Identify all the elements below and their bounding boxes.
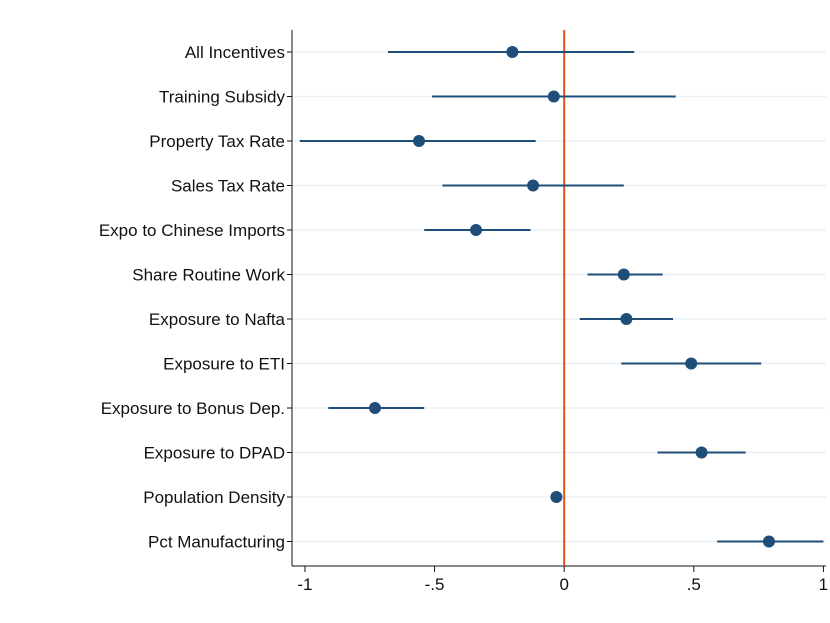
- point-estimate: [506, 46, 519, 58]
- category-label: Property Tax Rate: [149, 132, 285, 151]
- point-estimate: [695, 446, 708, 459]
- point-layer: [368, 46, 775, 548]
- category-label: Exposure to DPAD: [144, 444, 285, 463]
- x-tick-label: 0: [559, 575, 568, 594]
- point-estimate: [620, 313, 633, 325]
- point-estimate: [368, 402, 381, 414]
- point-estimate: [762, 535, 775, 548]
- point-estimate: [470, 224, 483, 236]
- x-tick-label: -1: [297, 575, 312, 594]
- category-label: Pct Manufacturing: [148, 533, 285, 552]
- point-estimate: [685, 357, 698, 370]
- x-tick-layer: -1 -.5 0 .5 1: [297, 566, 828, 594]
- category-label: Share Routine Work: [132, 266, 285, 285]
- point-estimate: [617, 268, 630, 281]
- x-tick-label: 1: [819, 575, 828, 594]
- category-label-layer: All Incentives Training Subsidy Property T…: [99, 43, 286, 552]
- point-estimate: [550, 491, 563, 503]
- category-label: Exposure to ETI: [163, 355, 285, 374]
- x-tick-label: .5: [687, 575, 701, 594]
- category-label: Exposure to Nafta: [149, 310, 286, 329]
- axis-layer: [287, 30, 826, 567]
- category-label: Exposure to Bonus Dep.: [101, 399, 285, 418]
- category-label: All Incentives: [185, 43, 285, 62]
- category-label: Sales Tax Rate: [171, 177, 285, 196]
- point-estimate: [413, 135, 426, 147]
- point-estimate: [547, 90, 560, 103]
- point-estimate: [527, 179, 540, 192]
- category-label: Training Subsidy: [159, 88, 285, 107]
- x-tick-label: -.5: [425, 575, 445, 594]
- category-label: Population Density: [143, 488, 285, 507]
- category-label: Expo to Chinese Imports: [99, 221, 285, 240]
